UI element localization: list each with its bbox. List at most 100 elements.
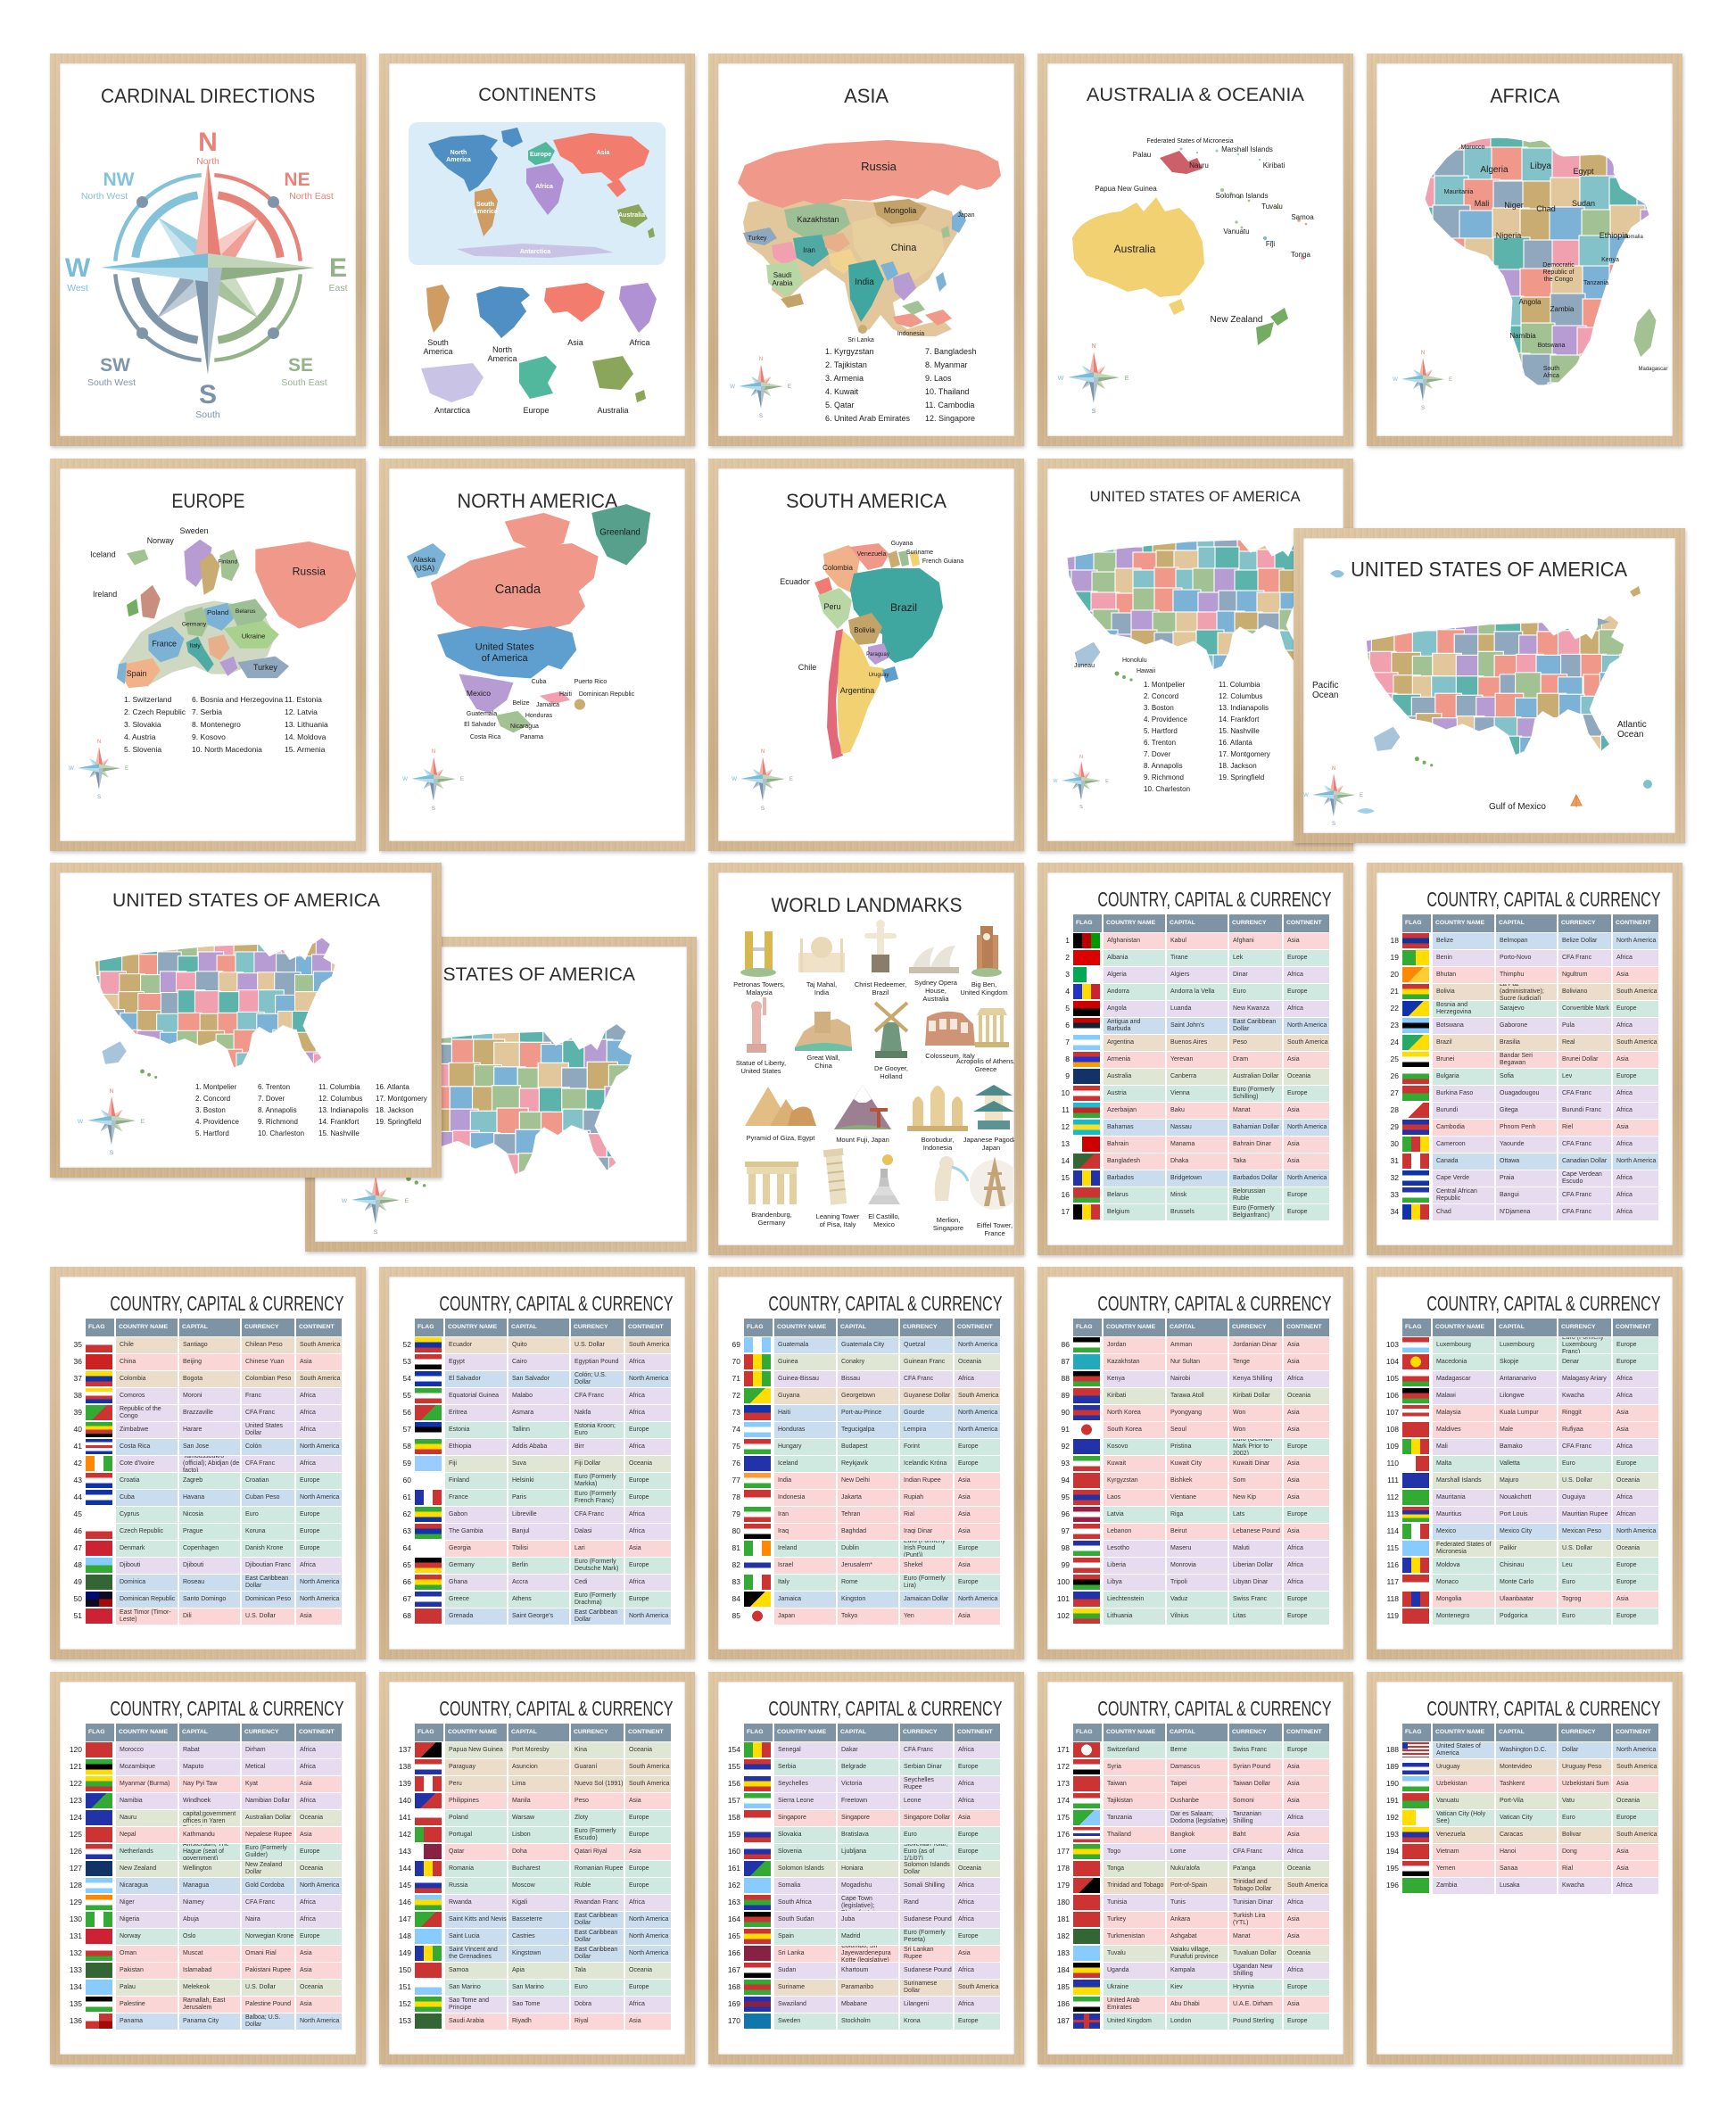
svg-text:W: W <box>1058 374 1064 382</box>
svg-text:N: N <box>1332 766 1335 772</box>
svg-text:India: India <box>855 277 874 287</box>
svg-text:Saudi: Saudi <box>773 271 792 279</box>
svg-text:America: America <box>446 157 471 163</box>
svg-text:France: France <box>984 1229 1004 1237</box>
svg-text:S: S <box>97 795 101 800</box>
svg-text:W: W <box>69 766 74 772</box>
svg-text:S: S <box>110 1150 114 1156</box>
svg-text:Turkey: Turkey <box>253 663 277 672</box>
svg-text:Holland: Holland <box>880 1072 902 1080</box>
svg-text:Uruguay: Uruguay <box>869 673 889 678</box>
svg-text:Argentina: Argentina <box>840 686 875 695</box>
svg-text:Big Ben,: Big Ben, <box>971 980 996 988</box>
svg-text:E: E <box>788 384 791 390</box>
svg-text:Australia: Australia <box>1114 243 1156 255</box>
svg-text:India: India <box>814 988 830 996</box>
svg-text:S: S <box>761 806 765 812</box>
svg-text:Petronas Towers,: Petronas Towers, <box>733 980 785 988</box>
svg-text:America: America <box>473 209 498 215</box>
svg-text:North East: North East <box>289 191 334 202</box>
svg-text:W: W <box>78 1119 84 1125</box>
svg-text:N: N <box>97 740 101 745</box>
svg-text:Japanese Pagoda,: Japanese Pagoda, <box>963 1136 1014 1144</box>
svg-text:Europe: Europe <box>530 152 551 158</box>
svg-text:Mexico: Mexico <box>873 1220 895 1228</box>
svg-text:Colombia: Colombia <box>823 564 853 572</box>
svg-text:Mongolia: Mongolia <box>884 206 917 215</box>
svg-text:Sudan: Sudan <box>1572 199 1595 208</box>
svg-text:W: W <box>65 253 91 283</box>
svg-text:Poland: Poland <box>207 608 228 616</box>
svg-text:Belarus: Belarus <box>236 608 256 615</box>
svg-text:Suriname: Suriname <box>906 550 933 556</box>
svg-text:Alaska: Alaska <box>413 555 436 564</box>
svg-text:West: West <box>67 283 88 294</box>
svg-text:Finland: Finland <box>218 558 237 565</box>
svg-text:De Gooyer,: De Gooyer, <box>874 1064 908 1072</box>
svg-text:Tanzania: Tanzania <box>1583 280 1608 286</box>
svg-text:China: China <box>814 1062 832 1070</box>
svg-text:Pyramid of Giza, Egypt: Pyramid of Giza, Egypt <box>747 1134 816 1142</box>
svg-text:Madagascar: Madagascar <box>1638 367 1667 372</box>
svg-text:Chile: Chile <box>798 663 817 672</box>
svg-text:Peru: Peru <box>823 602 840 611</box>
svg-text:S: S <box>1421 406 1425 411</box>
svg-text:W: W <box>732 776 737 782</box>
svg-text:E: E <box>329 253 347 283</box>
svg-text:W: W <box>730 384 735 390</box>
svg-text:United States: United States <box>740 1067 781 1075</box>
svg-text:of America: of America <box>482 653 529 664</box>
svg-text:France: France <box>152 640 177 649</box>
svg-text:SW: SW <box>100 355 130 376</box>
svg-text:Japan: Japan <box>957 212 974 219</box>
svg-text:E: E <box>141 1119 145 1125</box>
svg-text:French Guiana: French Guiana <box>922 558 963 565</box>
svg-text:S: S <box>374 1229 378 1236</box>
svg-text:Italy: Italy <box>190 643 202 649</box>
svg-text:North West: North West <box>81 191 128 202</box>
svg-text:Russia: Russia <box>861 160 897 173</box>
svg-text:E: E <box>1360 793 1363 798</box>
svg-text:Borobudur,: Borobudur, <box>922 1136 955 1144</box>
svg-text:N: N <box>374 1168 378 1174</box>
svg-text:North: North <box>451 150 467 156</box>
svg-text:S: S <box>199 380 217 409</box>
svg-text:Ukraine: Ukraine <box>242 633 266 641</box>
svg-text:Germany: Germany <box>758 1219 786 1227</box>
svg-text:Great Wall,: Great Wall, <box>806 1054 839 1062</box>
svg-text:Republic of: Republic of <box>1542 269 1574 276</box>
svg-text:W: W <box>342 1198 348 1204</box>
svg-text:Iran: Iran <box>803 246 815 254</box>
svg-text:Leaning Tower: Leaning Tower <box>816 1212 860 1220</box>
svg-text:Mount Fuji, Japan: Mount Fuji, Japan <box>836 1136 889 1144</box>
svg-text:Malaysia: Malaysia <box>746 988 773 996</box>
svg-text:Ecuador: Ecuador <box>780 577 810 586</box>
svg-text:Iceland: Iceland <box>90 550 116 559</box>
svg-text:Christ Redeemer,: Christ Redeemer, <box>855 980 906 988</box>
svg-text:Nigeria: Nigeria <box>1496 231 1522 240</box>
svg-text:Africa: Africa <box>535 184 553 190</box>
svg-text:South West: South West <box>87 377 136 388</box>
svg-text:El Castillo,: El Castillo, <box>868 1212 899 1220</box>
svg-text:Greenland: Greenland <box>599 527 641 537</box>
svg-text:Colosseum, Italy: Colosseum, Italy <box>925 1052 975 1060</box>
svg-text:N: N <box>761 748 765 755</box>
svg-text:Asia: Asia <box>597 150 610 156</box>
svg-text:Botswana: Botswana <box>1538 343 1566 349</box>
svg-text:Sri Lanka: Sri Lanka <box>847 337 874 343</box>
svg-text:N: N <box>1079 755 1083 760</box>
svg-text:Norway: Norway <box>147 536 175 545</box>
svg-text:Eiffel Tower,: Eiffel Tower, <box>977 1221 1013 1229</box>
svg-text:United States: United States <box>475 642 534 653</box>
svg-text:Brazil: Brazil <box>872 988 889 996</box>
svg-text:South East: South East <box>281 377 327 388</box>
svg-text:United Kingdom: United Kingdom <box>960 988 1007 996</box>
svg-text:N: N <box>432 748 435 755</box>
svg-text:Indonesia: Indonesia <box>923 1144 953 1152</box>
svg-text:Germany: Germany <box>182 621 207 627</box>
svg-text:Morocco: Morocco <box>1461 145 1485 151</box>
svg-text:Brazil: Brazil <box>890 601 917 614</box>
svg-text:Brandenburg,: Brandenburg, <box>751 1211 791 1219</box>
svg-text:E: E <box>125 766 128 772</box>
svg-text:Democratic: Democratic <box>1542 262 1575 269</box>
